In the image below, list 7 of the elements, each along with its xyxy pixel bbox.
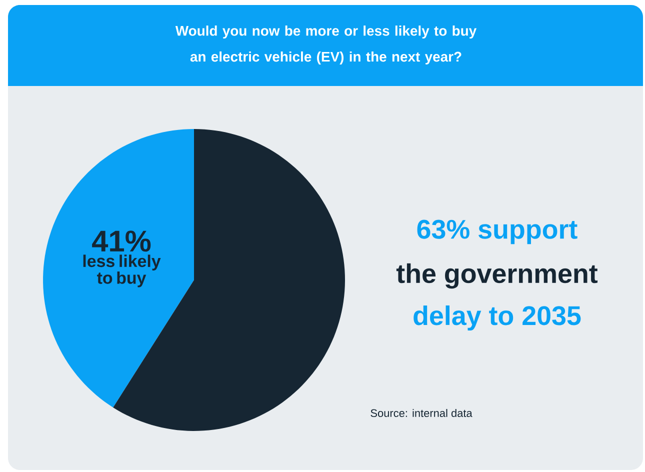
text: delay to 2035 [414,305,581,331]
chart-title: Would you now be more or less likely to buy an electric vehicle (EV) in the next year? [175,26,477,64]
source-note: Source: internal data [370,408,472,418]
text: 63% support [417,220,578,244]
text: the government [396,263,598,289]
slice-label: less likely to buy [83,254,161,288]
data-label: 41% [92,230,151,252]
